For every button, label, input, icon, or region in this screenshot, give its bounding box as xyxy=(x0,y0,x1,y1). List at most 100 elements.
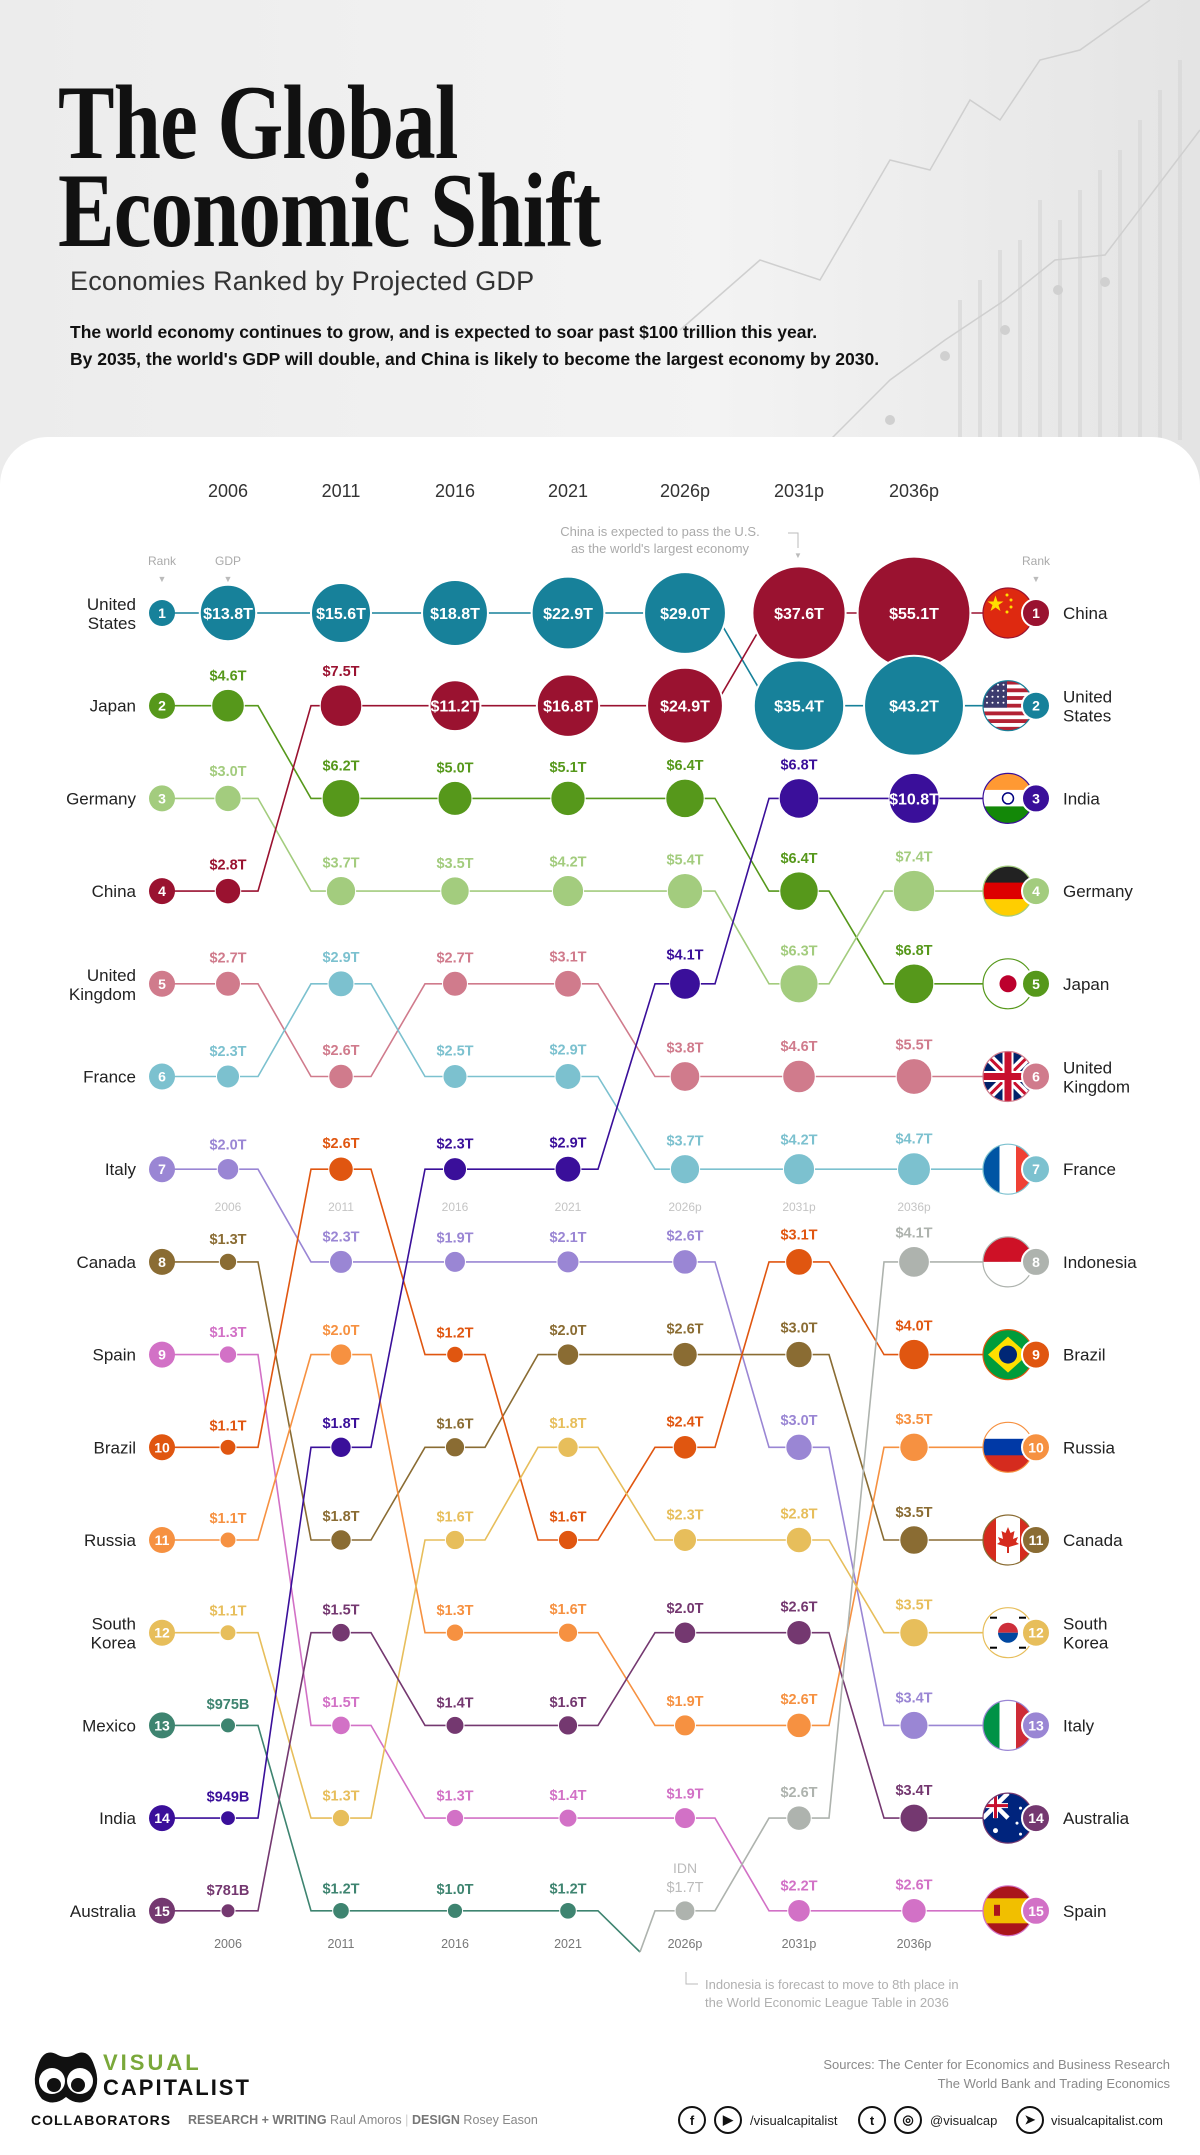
gdp-bubble[interactable] xyxy=(219,1531,237,1549)
gdp-bubble[interactable] xyxy=(554,1155,582,1183)
gdp-bubble[interactable] xyxy=(328,1249,354,1274)
gdp-bubble[interactable] xyxy=(785,1526,813,1554)
gdp-bubble[interactable] xyxy=(669,1061,701,1092)
gdp-bubble[interactable] xyxy=(557,1622,579,1643)
facebook-youtube-handle-link[interactable]: /visualcapitalist xyxy=(750,2113,838,2128)
gdp-bubble[interactable] xyxy=(863,654,965,757)
gdp-bubble[interactable] xyxy=(442,970,468,997)
gdp-bubble[interactable] xyxy=(785,1340,813,1369)
gdp-bubble[interactable] xyxy=(331,1715,351,1736)
gdp-bubble[interactable] xyxy=(557,1436,579,1458)
gdp-bubble[interactable] xyxy=(899,1617,929,1648)
gdp-bubble[interactable] xyxy=(779,871,819,911)
gdp-bubble[interactable] xyxy=(888,772,940,824)
gdp-bubble[interactable] xyxy=(554,1063,582,1090)
gdp-bubble[interactable] xyxy=(786,1712,812,1739)
gdp-bubble[interactable] xyxy=(556,1343,580,1366)
gdp-bubble[interactable] xyxy=(899,1525,929,1555)
gdp-bubble[interactable] xyxy=(550,780,586,817)
gdp-bubble[interactable] xyxy=(220,1810,236,1827)
gdp-bubble[interactable] xyxy=(211,688,245,723)
gdp-bubble[interactable] xyxy=(330,1436,352,1458)
gdp-bubble[interactable] xyxy=(752,659,846,752)
gdp-bubble[interactable] xyxy=(328,1156,354,1182)
gdp-bubble[interactable] xyxy=(782,1153,816,1186)
gdp-bubble[interactable] xyxy=(535,673,601,738)
gdp-bubble[interactable] xyxy=(674,1900,696,1922)
gdp-bubble[interactable] xyxy=(331,1622,351,1643)
gdp-bubble[interactable] xyxy=(898,1338,930,1371)
gdp-bubble[interactable] xyxy=(220,1903,236,1919)
gdp-bubble[interactable] xyxy=(554,969,582,998)
gdp-bubble[interactable] xyxy=(214,877,242,905)
gdp-bubble[interactable] xyxy=(215,1064,241,1089)
gdp-bubble[interactable] xyxy=(785,1248,813,1276)
gdp-bubble[interactable] xyxy=(646,666,724,745)
gdp-bubble[interactable] xyxy=(898,1246,930,1278)
gdp-bubble[interactable] xyxy=(786,1805,812,1831)
gdp-bubble[interactable] xyxy=(440,876,470,906)
gdp-bubble[interactable] xyxy=(778,778,820,819)
gdp-bubble[interactable] xyxy=(556,1250,580,1274)
gdp-bubble[interactable] xyxy=(899,1803,929,1833)
facebook-icon[interactable]: f xyxy=(678,2106,706,2134)
gdp-bubble[interactable] xyxy=(893,963,935,1005)
gdp-bubble[interactable] xyxy=(319,684,363,728)
gdp-bubble[interactable] xyxy=(428,679,482,733)
gdp-bubble[interactable] xyxy=(899,1432,929,1463)
gdp-bubble[interactable] xyxy=(674,1807,696,1830)
gdp-bubble[interactable] xyxy=(665,778,705,819)
gdp-bubble[interactable] xyxy=(530,575,606,651)
gdp-bubble[interactable] xyxy=(309,581,373,645)
gdp-bubble[interactable] xyxy=(673,1621,697,1644)
gdp-bubble[interactable] xyxy=(421,579,489,647)
gdp-bubble[interactable] xyxy=(901,1898,927,1924)
gdp-bubble[interactable] xyxy=(446,1902,464,1919)
gdp-bubble[interactable] xyxy=(329,1343,353,1366)
gdp-bubble[interactable] xyxy=(672,1249,698,1275)
gdp-bubble[interactable] xyxy=(672,1341,698,1368)
gdp-bubble[interactable] xyxy=(218,1345,238,1364)
youtube-icon[interactable]: ▶ xyxy=(714,2106,742,2134)
gdp-bubble[interactable] xyxy=(557,1715,579,1736)
gdp-bubble[interactable] xyxy=(442,1157,468,1182)
gdp-bubble[interactable] xyxy=(214,784,242,813)
gdp-bubble[interactable] xyxy=(216,1157,240,1181)
gdp-bubble[interactable] xyxy=(785,1433,813,1461)
instagram-icon[interactable]: ◎ xyxy=(894,2106,922,2134)
gdp-bubble[interactable] xyxy=(445,1808,465,1828)
gdp-bubble[interactable] xyxy=(444,1437,466,1458)
gdp-bubble[interactable] xyxy=(325,875,357,907)
gdp-bubble[interactable] xyxy=(219,1438,237,1456)
gdp-bubble[interactable] xyxy=(779,964,819,1004)
gdp-bubble[interactable] xyxy=(557,1529,579,1551)
gdp-bubble[interactable] xyxy=(669,1154,701,1185)
gdp-bubble[interactable] xyxy=(559,1901,577,1920)
gdp-bubble[interactable] xyxy=(787,1899,811,1923)
twitter-icon[interactable]: t xyxy=(858,2106,886,2134)
website-link[interactable]: visualcapitalist.com xyxy=(1051,2113,1163,2128)
gdp-bubble[interactable] xyxy=(437,780,473,816)
cursor-icon[interactable]: ➤ xyxy=(1016,2106,1044,2134)
gdp-bubble[interactable] xyxy=(198,583,258,643)
gdp-bubble[interactable] xyxy=(643,571,727,655)
gdp-bubble[interactable] xyxy=(218,1252,238,1272)
gdp-bubble[interactable] xyxy=(327,970,355,998)
gdp-bubble[interactable] xyxy=(444,1250,466,1273)
gdp-bubble[interactable] xyxy=(786,1619,812,1646)
gdp-bubble[interactable] xyxy=(444,1529,466,1551)
gdp-bubble[interactable] xyxy=(219,1717,237,1734)
gdp-bubble[interactable] xyxy=(321,778,361,818)
gdp-bubble[interactable] xyxy=(897,1152,931,1187)
twitter-instagram-handle-link[interactable]: @visualcap xyxy=(930,2113,998,2128)
gdp-bubble[interactable] xyxy=(666,872,704,910)
gdp-bubble[interactable] xyxy=(331,1808,351,1828)
gdp-bubble[interactable] xyxy=(332,1901,350,1920)
gdp-bubble[interactable] xyxy=(674,1714,696,1737)
gdp-bubble[interactable] xyxy=(672,1435,698,1460)
gdp-bubble[interactable] xyxy=(215,970,241,997)
gdp-bubble[interactable] xyxy=(328,1063,354,1090)
gdp-bubble[interactable] xyxy=(899,1710,929,1740)
gdp-bubble[interactable] xyxy=(330,1529,352,1551)
gdp-bubble[interactable] xyxy=(782,1059,816,1094)
